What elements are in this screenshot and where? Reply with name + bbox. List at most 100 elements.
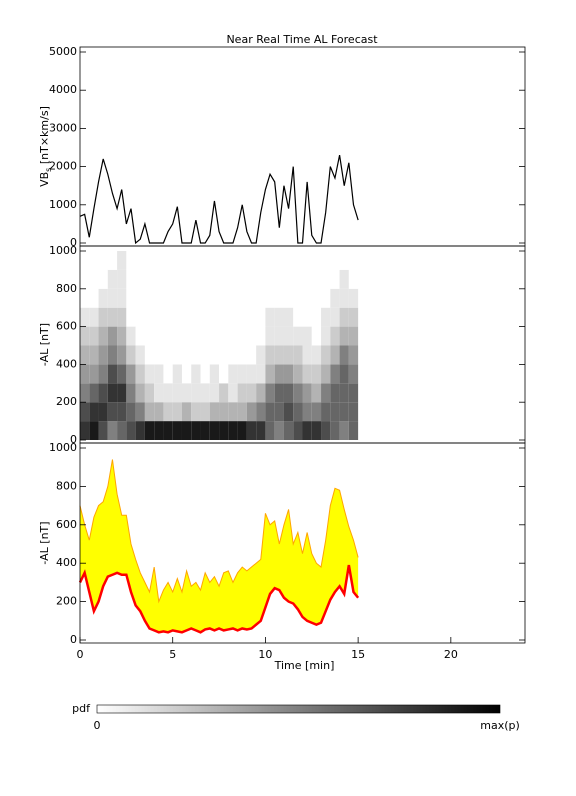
- heat-cell: [172, 421, 182, 440]
- heat-cell: [163, 383, 173, 403]
- heat-cell: [80, 345, 90, 365]
- heat-cell: [228, 383, 238, 403]
- heat-cell: [209, 402, 220, 422]
- heat-cell: [283, 402, 294, 422]
- y-axis-label: -AL [nT]: [38, 521, 51, 564]
- heat-cell: [172, 326, 182, 346]
- heat-cell: [256, 345, 266, 365]
- heat-cell: [246, 288, 257, 308]
- heat-cell: [200, 421, 210, 440]
- heat-cell: [311, 326, 322, 346]
- heat-cell: [135, 421, 145, 440]
- heat-cell: [172, 402, 182, 422]
- heat-cell: [200, 364, 210, 384]
- y-tick-label: 800: [56, 479, 77, 492]
- heat-cell: [237, 251, 247, 270]
- heat-cell: [163, 364, 173, 384]
- heat-cell: [181, 364, 192, 384]
- heat-cell: [200, 269, 210, 289]
- heat-cell: [293, 251, 303, 270]
- heat-cell: [135, 251, 145, 270]
- heat-cell: [339, 288, 349, 308]
- heat-cell: [265, 402, 275, 422]
- data-line: [79, 155, 359, 245]
- heat-cell: [209, 421, 220, 440]
- heat-cell: [219, 383, 229, 403]
- heat-cell: [237, 364, 247, 384]
- heat-cell: [330, 364, 340, 384]
- heat-cell: [89, 288, 99, 308]
- heat-cell: [293, 383, 303, 403]
- heat-cell: [107, 288, 118, 308]
- heat-cell: [209, 326, 220, 346]
- heat-cell: [107, 251, 118, 270]
- heat-cell: [330, 307, 340, 327]
- heat-cell: [126, 269, 136, 289]
- heat-cell: [302, 383, 312, 403]
- heat-cell: [348, 251, 359, 270]
- heat-cell: [274, 421, 284, 440]
- heat-cell: [191, 251, 201, 270]
- y-tick-label: 4000: [49, 83, 77, 96]
- heat-cell: [117, 345, 127, 365]
- heat-cell: [80, 364, 90, 384]
- heat-cell: [246, 251, 257, 270]
- heat-cell: [339, 383, 349, 403]
- heat-cell: [144, 288, 155, 308]
- heat-cell: [283, 364, 294, 384]
- heat-cell: [348, 364, 359, 384]
- heat-cell: [348, 288, 359, 308]
- heat-cell: [256, 269, 266, 289]
- heat-cell: [265, 326, 275, 346]
- heat-cell: [154, 364, 164, 384]
- heat-cell: [302, 288, 312, 308]
- heat-cell: [98, 345, 108, 365]
- heat-cell: [98, 383, 108, 403]
- heat-cell: [311, 421, 322, 440]
- heat-cell: [321, 288, 331, 308]
- heat-cell: [191, 345, 201, 365]
- y-axis-label-main: VB: [38, 172, 51, 187]
- heat-cell: [311, 269, 322, 289]
- heat-cell: [181, 345, 192, 365]
- upper-line: [79, 459, 359, 604]
- heat-cell: [181, 251, 192, 270]
- heat-cell: [80, 326, 90, 346]
- heat-cell: [283, 421, 294, 440]
- heat-cell: [126, 288, 136, 308]
- heat-cell: [181, 326, 192, 346]
- heat-cell: [154, 307, 164, 327]
- heat-cell: [219, 269, 229, 289]
- heat-cell: [154, 345, 164, 365]
- heat-cell: [200, 251, 210, 270]
- heat-cell: [135, 364, 145, 384]
- heat-cell: [89, 421, 99, 440]
- heat-cell: [219, 251, 229, 270]
- heat-cell: [293, 421, 303, 440]
- heat-cell: [302, 345, 312, 365]
- heat-cell: [181, 421, 192, 440]
- heat-cell: [311, 345, 322, 365]
- heat-cell: [117, 326, 127, 346]
- heat-cell: [219, 326, 229, 346]
- heat-cell: [274, 345, 284, 365]
- plot-frame: [79, 442, 526, 644]
- heat-cell: [135, 269, 145, 289]
- heat-cell: [228, 288, 238, 308]
- heat-cell: [117, 251, 127, 270]
- y-tick-label: 5000: [49, 45, 77, 58]
- heat-cell: [181, 402, 192, 422]
- heat-cell: [265, 269, 275, 289]
- heat-cell: [172, 269, 182, 289]
- heat-cell: [80, 383, 90, 403]
- heat-cell: [246, 307, 257, 327]
- heat-cell: [144, 421, 155, 440]
- heat-cell: [80, 288, 90, 308]
- heat-cell: [98, 421, 108, 440]
- y-tick-label: 400: [56, 357, 77, 370]
- heat-cell: [265, 307, 275, 327]
- heat-cell: [163, 269, 173, 289]
- heat-cell: [302, 326, 312, 346]
- heat-cell: [154, 421, 164, 440]
- heat-cell: [339, 251, 349, 270]
